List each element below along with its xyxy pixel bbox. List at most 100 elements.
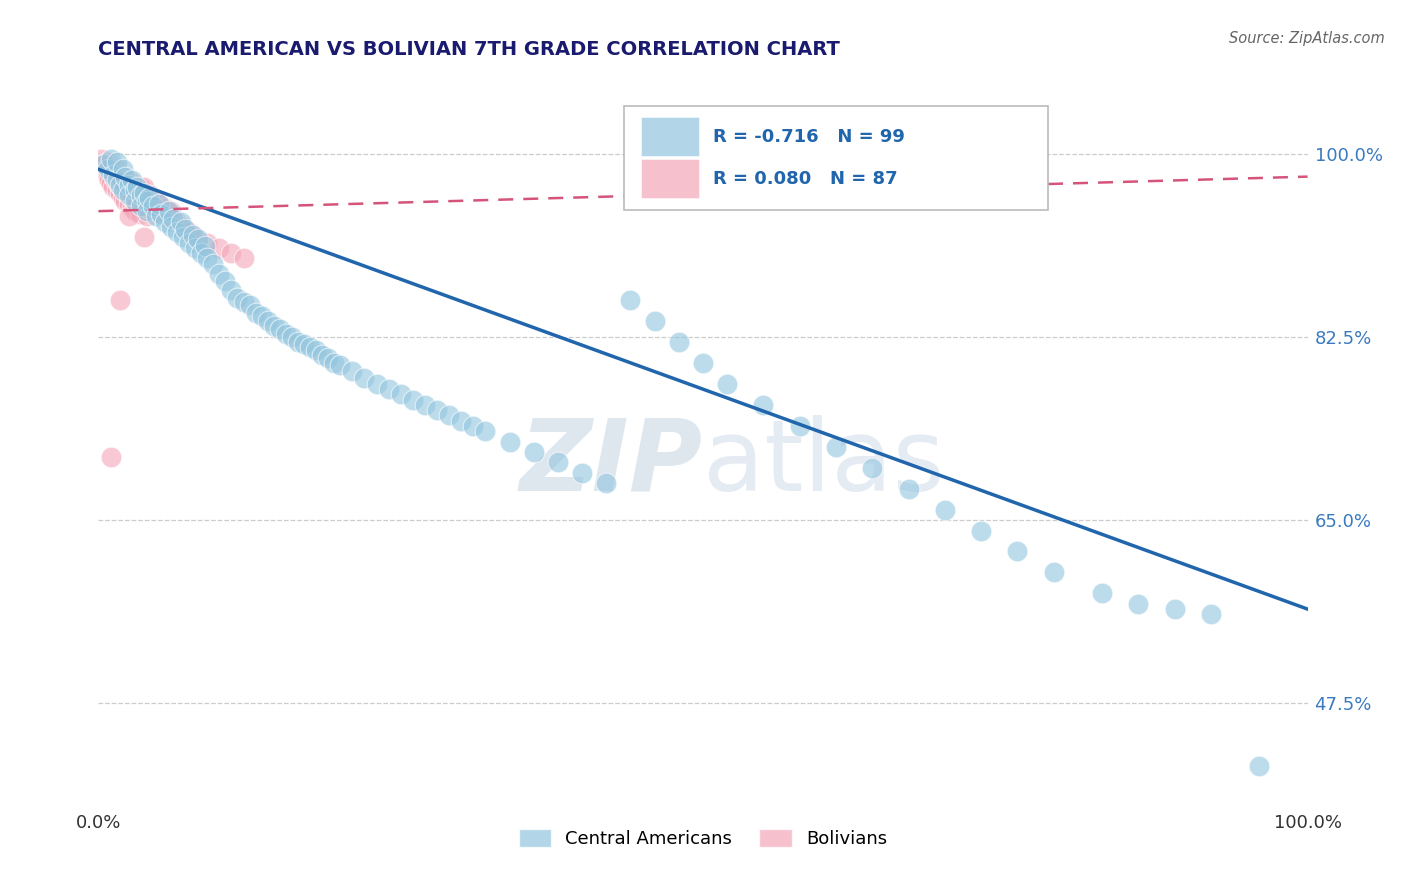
Point [184, 241, 207, 255]
Point [179, 235, 201, 250]
Point [970, 524, 993, 538]
Point [108, 293, 131, 308]
Point [97, 169, 120, 184]
Point [263, 319, 285, 334]
Point [108, 186, 131, 201]
Point [187, 232, 209, 246]
Point [595, 476, 617, 491]
Point [463, 418, 485, 433]
Point [195, 252, 218, 266]
Point [104, 173, 127, 187]
Point [142, 199, 165, 213]
Point [145, 204, 167, 219]
Point [101, 168, 124, 182]
Point [101, 165, 124, 179]
Point [111, 169, 134, 184]
Point [114, 173, 136, 187]
Point [1091, 586, 1114, 600]
Point [131, 186, 153, 201]
Point [281, 330, 304, 344]
Point [256, 314, 278, 328]
Point [172, 219, 194, 234]
Point [124, 183, 146, 197]
Point [934, 502, 956, 516]
Text: ZIP: ZIP [520, 415, 703, 512]
Point [111, 162, 134, 177]
Point [250, 309, 273, 323]
Point [105, 162, 128, 177]
Point [115, 186, 138, 201]
Point [101, 180, 124, 194]
Point [100, 450, 122, 465]
Point [299, 340, 322, 354]
Point [132, 183, 155, 197]
Point [150, 207, 173, 221]
FancyBboxPatch shape [624, 105, 1047, 211]
Point [94, 162, 117, 177]
Point [98, 173, 121, 187]
Point [128, 180, 150, 194]
Point [118, 188, 141, 202]
Point [111, 176, 134, 190]
Point [121, 176, 143, 190]
Point [97, 155, 120, 169]
Point [190, 246, 212, 260]
Point [108, 168, 131, 182]
Point [134, 186, 156, 201]
Point [135, 194, 157, 208]
Point [716, 376, 738, 391]
Point [402, 392, 425, 407]
Point [138, 190, 160, 204]
Point [127, 180, 149, 194]
Point [114, 178, 136, 192]
Point [316, 351, 339, 365]
Point [226, 291, 249, 305]
Point [523, 445, 546, 459]
Point [108, 171, 131, 186]
Point [232, 252, 254, 266]
Point [91, 157, 114, 171]
Point [195, 235, 218, 250]
Point [139, 188, 162, 202]
Point [547, 455, 569, 469]
Point [287, 334, 309, 349]
Point [184, 230, 207, 244]
Point [121, 173, 143, 187]
Point [426, 403, 449, 417]
Point [101, 165, 124, 179]
Point [143, 190, 166, 204]
Point [124, 194, 146, 208]
Point [1007, 544, 1029, 558]
Point [105, 173, 128, 187]
Point [1128, 597, 1150, 611]
Point [377, 382, 399, 396]
Point [125, 197, 148, 211]
Point [752, 398, 775, 412]
Point [789, 418, 811, 433]
Point [179, 225, 201, 239]
Text: Source: ZipAtlas.com: Source: ZipAtlas.com [1229, 31, 1385, 46]
Point [1163, 602, 1185, 616]
Point [450, 414, 472, 428]
Point [135, 204, 157, 219]
Point [124, 183, 146, 197]
Point [366, 376, 388, 391]
Point [172, 230, 194, 244]
Point [239, 298, 262, 312]
Point [111, 183, 134, 197]
Point [169, 214, 191, 228]
Point [114, 169, 136, 184]
FancyBboxPatch shape [641, 159, 699, 198]
Point [329, 358, 352, 372]
Point [571, 466, 593, 480]
Point [118, 178, 141, 192]
Point [121, 201, 143, 215]
Point [342, 364, 364, 378]
Point [127, 188, 149, 202]
Point [305, 343, 328, 358]
Point [157, 211, 180, 226]
Point [118, 188, 141, 202]
Point [107, 173, 129, 187]
Point [90, 152, 112, 166]
Point [860, 460, 883, 475]
